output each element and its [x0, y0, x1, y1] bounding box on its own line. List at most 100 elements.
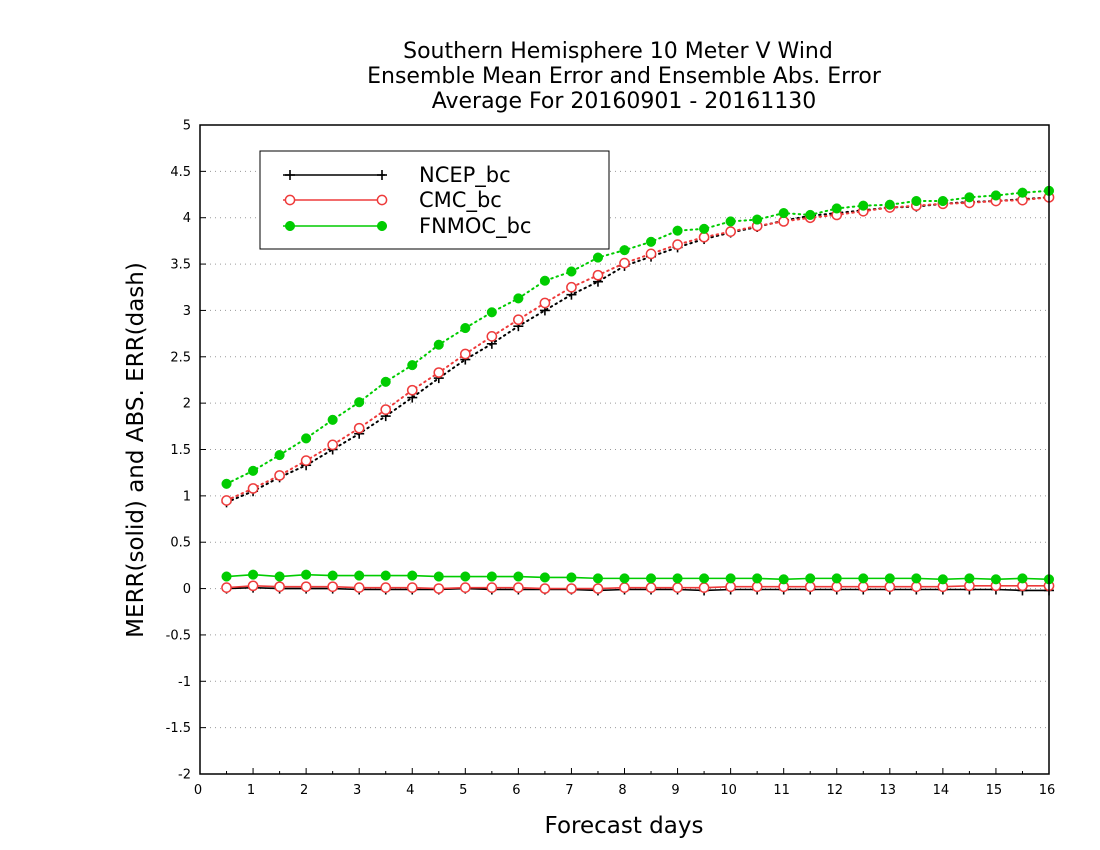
- fnmoc-bc-abs-err-point: [752, 214, 763, 225]
- cmc-bc-merr-point: [513, 582, 524, 593]
- cmc-bc-abs-err-point: [221, 495, 232, 506]
- y-tick-label: 3.5: [170, 258, 191, 273]
- legend-item-ncep-bc: NCEP_bc: [283, 163, 511, 188]
- legend-swatch-marker: [285, 170, 295, 180]
- fnmoc-bc-abs-err-point: [672, 225, 683, 236]
- series-layer: [221, 185, 1055, 596]
- fnmoc-bc-merr-point: [937, 574, 948, 585]
- fnmoc-bc-merr-point: [858, 573, 869, 584]
- fnmoc-bc-abs-err-point: [513, 293, 524, 304]
- fnmoc-bc-merr-point: [513, 571, 524, 582]
- cmc-bc-merr-point: [857, 581, 869, 593]
- fnmoc-bc-merr-point: [248, 569, 259, 580]
- cmc-bc-merr-point: [910, 581, 922, 593]
- y-tick-label: 4: [183, 211, 191, 226]
- cmc-bc-merr-point: [380, 582, 392, 593]
- cmc-bc-merr-point: [247, 580, 259, 592]
- x-tick-label: 2: [300, 783, 308, 798]
- fnmoc-bc-merr-point: [964, 573, 975, 584]
- cmc-bc-merr-point: [459, 582, 471, 593]
- fnmoc-bc-abs-err-point: [248, 465, 259, 476]
- y-tick-label: -1.5: [166, 721, 191, 736]
- cmc-bc-abs-err-point: [380, 404, 392, 415]
- fnmoc-bc-abs-err-point: [964, 192, 975, 203]
- fnmoc-bc-merr-point: [407, 570, 418, 581]
- fnmoc-bc-merr-line: [226, 573, 1050, 581]
- x-tick-label: 4: [406, 783, 414, 798]
- x-tick-label: 9: [671, 783, 679, 798]
- fnmoc-bc-merr-point: [831, 573, 842, 584]
- fnmoc-bc-merr-point: [327, 570, 338, 581]
- legend-swatch-marker: [376, 194, 388, 206]
- x-tick-label: 16: [1039, 783, 1056, 798]
- cmc-bc-abs-err-point: [300, 455, 312, 466]
- y-tick-label: 0: [183, 582, 191, 597]
- cmc-bc-merr-point: [645, 582, 657, 593]
- cmc-bc-merr-point: [327, 581, 339, 593]
- fnmoc-bc-merr-point: [911, 573, 922, 584]
- cmc-bc-merr-point: [725, 581, 736, 593]
- fnmoc-bc-abs-err-point: [911, 195, 922, 207]
- cmc-bc-merr-point: [592, 583, 604, 594]
- fnmoc-bc-merr-point: [1017, 573, 1028, 584]
- y-tick-label: 5: [183, 119, 191, 134]
- cmc-bc-merr-point: [831, 581, 843, 593]
- legend-swatch-marker: [377, 170, 387, 180]
- fnmoc-bc-abs-err-point: [699, 223, 710, 234]
- cmc-bc-abs-err-point: [778, 216, 790, 227]
- fnmoc-bc-abs-err-point: [805, 209, 816, 220]
- fnmoc-bc-abs-err-point: [831, 203, 842, 214]
- legend-item-cmc-bc: CMC_bc: [283, 188, 502, 213]
- fnmoc-bc-abs-err-point: [486, 307, 497, 318]
- fnmoc-bc-abs-err-point: [221, 478, 232, 489]
- legend-label: CMC_bc: [419, 188, 502, 213]
- cmc-bc-merr-point: [619, 582, 630, 593]
- fnmoc-bc-abs-err-line: [225, 189, 1050, 485]
- fnmoc-bc-merr-point: [460, 571, 471, 582]
- fnmoc-bc-merr-point: [672, 573, 683, 584]
- fnmoc-bc-abs-err-point: [1017, 187, 1028, 198]
- fnmoc-bc-merr-point: [486, 571, 497, 582]
- fnmoc-bc-merr-point: [990, 574, 1001, 585]
- fnmoc-bc-merr-point: [725, 573, 736, 584]
- title-line-2: Ensemble Mean Error and Ensemble Abs. Er…: [367, 64, 882, 89]
- x-tick-label: 0: [194, 783, 202, 798]
- fnmoc-bc-abs-err-point: [566, 266, 577, 277]
- y-tick-label: 1.5: [170, 443, 191, 458]
- cmc-bc-abs-err-point: [327, 439, 339, 451]
- fnmoc-bc-abs-err-point: [274, 450, 285, 461]
- x-tick-label: 5: [459, 783, 467, 798]
- y-tick-label: 1: [183, 489, 191, 504]
- cmc-bc-merr-point: [751, 581, 763, 593]
- cmc-bc-merr-point: [804, 581, 816, 593]
- cmc-bc-abs-err-point: [353, 422, 365, 434]
- x-axis-title: Forecast days: [545, 813, 704, 839]
- title-line-1: Southern Hemisphere 10 Meter V Wind: [403, 39, 833, 64]
- y-tick-label: 0.5: [170, 536, 191, 551]
- cmc-bc-merr-point: [274, 581, 285, 593]
- y-tick-label: -0.5: [166, 628, 191, 643]
- cmc-bc-abs-err-point: [592, 269, 604, 281]
- cmc-bc-merr-point: [300, 581, 312, 593]
- fnmoc-bc-abs-err-point: [301, 433, 312, 444]
- cmc-bc-merr-point: [566, 583, 577, 594]
- chart-title: Southern Hemisphere 10 Meter V Wind Ense…: [367, 39, 882, 114]
- title-line-3: Average For 20160901 - 20161130: [432, 89, 817, 114]
- x-tick-label: 15: [986, 783, 1003, 798]
- y-tick-label: 3: [183, 304, 191, 319]
- fnmoc-bc-merr-point: [699, 573, 710, 584]
- cmc-bc-abs-err-point: [566, 281, 577, 293]
- cmc-bc-merr-point: [884, 581, 896, 593]
- fnmoc-bc-abs-err-point: [327, 414, 338, 425]
- cmc-bc-abs-err-point: [459, 348, 471, 360]
- legend-item-fnmoc-bc: FNMOC_bc: [283, 214, 531, 239]
- fnmoc-bc-abs-err-point: [433, 339, 444, 350]
- y-tick-label: -2: [178, 768, 191, 783]
- fnmoc-bc-merr-point: [301, 569, 312, 580]
- x-axis: 0 1 2 3 4 5 6 7 8 9 10 11 12 13 14 15 16: [194, 768, 1055, 798]
- cmc-bc-merr-point: [221, 582, 232, 593]
- cmc-bc-abs-err-point: [486, 331, 498, 342]
- fnmoc-bc-abs-err-point: [354, 397, 365, 408]
